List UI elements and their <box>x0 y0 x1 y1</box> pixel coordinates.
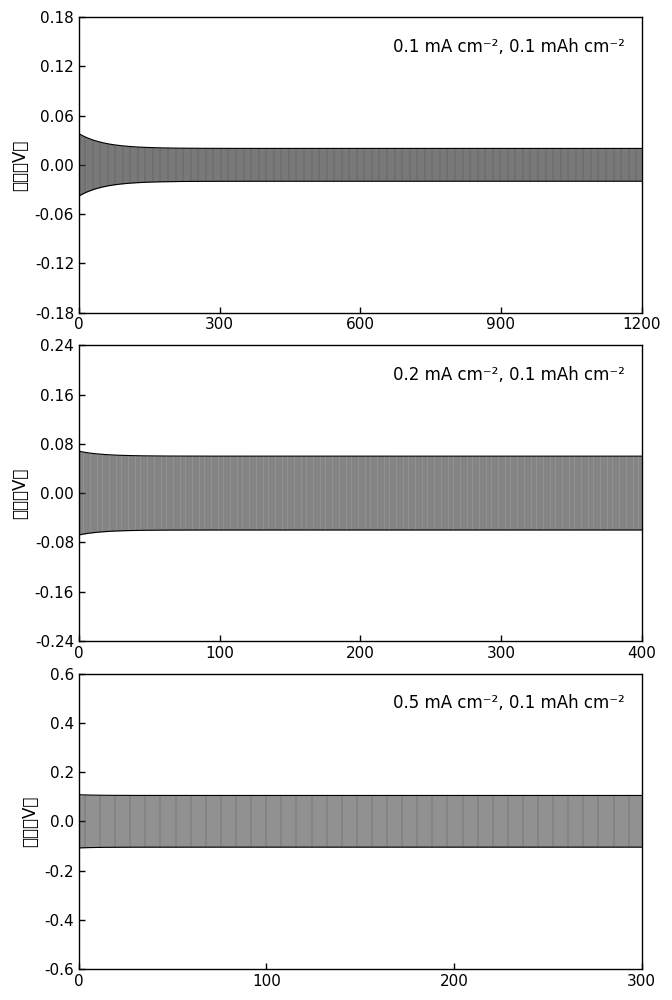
Text: 0.5 mA cm⁻², 0.1 mAh cm⁻²: 0.5 mA cm⁻², 0.1 mAh cm⁻² <box>393 694 625 712</box>
Y-axis label: 电压（V）: 电压（V） <box>21 796 39 847</box>
Text: 0.2 mA cm⁻², 0.1 mAh cm⁻²: 0.2 mA cm⁻², 0.1 mAh cm⁻² <box>393 366 625 384</box>
Text: 0.1 mA cm⁻², 0.1 mAh cm⁻²: 0.1 mA cm⁻², 0.1 mAh cm⁻² <box>393 38 625 56</box>
Y-axis label: 电压（V）: 电压（V） <box>11 139 29 191</box>
Y-axis label: 电压（V）: 电压（V） <box>11 467 29 519</box>
